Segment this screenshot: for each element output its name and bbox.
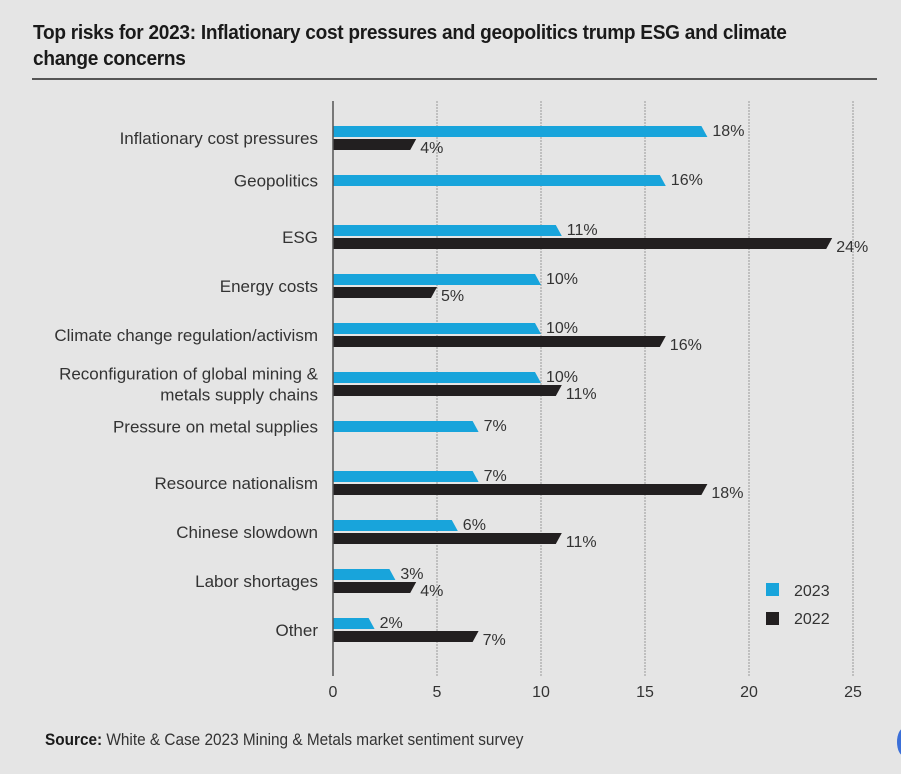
value-label-2023: 10% — [546, 320, 578, 337]
value-label-2022: 5% — [441, 288, 464, 305]
bar-2022 — [333, 385, 562, 396]
source-note: Source: White & Case 2023 Mining & Metal… — [45, 731, 523, 750]
value-label-2023: 10% — [546, 369, 578, 386]
category-label: Reconfiguration of global mining & — [59, 365, 319, 384]
category-label: Geopolitics — [234, 172, 318, 191]
category-label: Labor shortages — [195, 572, 318, 591]
value-label-2022: 4% — [420, 583, 443, 600]
value-label-2023: 18% — [712, 123, 744, 140]
source-text: White & Case 2023 Mining & Metals market… — [106, 731, 524, 749]
value-label-2022: 16% — [670, 337, 702, 354]
value-label-2023: 7% — [484, 468, 507, 485]
x-tick-label: 15 — [636, 684, 654, 701]
x-axis-ticks: 0 5 10 15 20 25 — [329, 684, 862, 701]
category-label: Other — [275, 621, 318, 640]
bar-2023 — [333, 618, 375, 629]
legend-label-2023: 2023 — [794, 583, 830, 600]
category-label: metals supply chains — [160, 386, 318, 405]
scroll-indicator[interactable] — [897, 728, 901, 756]
value-labels: 18%4%16%11%24%10%5%10%16%10%11%7%7%18%6%… — [380, 123, 869, 649]
value-label-2023: 16% — [671, 172, 703, 189]
value-label-2022: 7% — [483, 632, 506, 649]
bar-2022 — [333, 139, 417, 150]
category-label: Chinese slowdown — [176, 523, 318, 542]
legend: 2023 2022 — [766, 583, 830, 628]
legend-swatch-2023 — [766, 583, 779, 596]
title-divider — [32, 78, 877, 80]
category-labels: Inflationary cost pressures Geopolitics ES… — [54, 129, 318, 640]
value-label-2022: 4% — [420, 140, 443, 157]
bar-2023 — [333, 520, 458, 531]
x-tick-label: 25 — [844, 684, 862, 701]
category-label: Climate change regulation/activism — [54, 326, 318, 345]
value-label-2023: 11% — [567, 222, 598, 239]
bar-2023 — [333, 323, 541, 334]
category-label: Resource nationalism — [155, 474, 318, 493]
value-label-2023: 6% — [463, 517, 486, 534]
value-label-2022: 11% — [566, 386, 597, 403]
bar-2022 — [333, 287, 437, 298]
value-label-2022: 11% — [566, 534, 597, 551]
bar-2023 — [333, 225, 562, 236]
bar-2022 — [333, 631, 479, 642]
bar-2023 — [333, 421, 479, 432]
bar-2023 — [333, 471, 479, 482]
bar-2023 — [333, 175, 666, 186]
bar-2022 — [333, 336, 666, 347]
value-label-2022: 24% — [836, 239, 868, 256]
bar-2023 — [333, 126, 708, 137]
x-tick-label: 20 — [740, 684, 758, 701]
value-label-2023: 3% — [400, 566, 423, 583]
bar-2022 — [333, 238, 833, 249]
bar-2023 — [333, 569, 396, 580]
legend-swatch-2022 — [766, 612, 779, 625]
bars — [333, 126, 833, 642]
value-label-2023: 2% — [380, 615, 403, 632]
chart-title: Top risks for 2023: Inflationary cost pr… — [33, 21, 787, 70]
value-label-2023: 10% — [546, 271, 578, 288]
bar-2022 — [333, 533, 562, 544]
bar-2022 — [333, 582, 417, 593]
category-label: Inflationary cost pressures — [120, 129, 318, 148]
x-tick-label: 10 — [532, 684, 550, 701]
bar-2023 — [333, 372, 541, 383]
category-label: ESG — [282, 228, 318, 247]
x-tick-label: 5 — [433, 684, 442, 701]
bar-2023 — [333, 274, 541, 285]
value-label-2022: 18% — [711, 485, 743, 502]
bar-2022 — [333, 484, 708, 495]
value-label-2023: 7% — [484, 418, 507, 435]
category-label: Energy costs — [220, 277, 318, 296]
legend-label-2022: 2022 — [794, 611, 830, 628]
category-label: Pressure on metal supplies — [113, 418, 318, 437]
x-tick-label: 0 — [329, 684, 338, 701]
source-label: Source: — [45, 731, 103, 749]
